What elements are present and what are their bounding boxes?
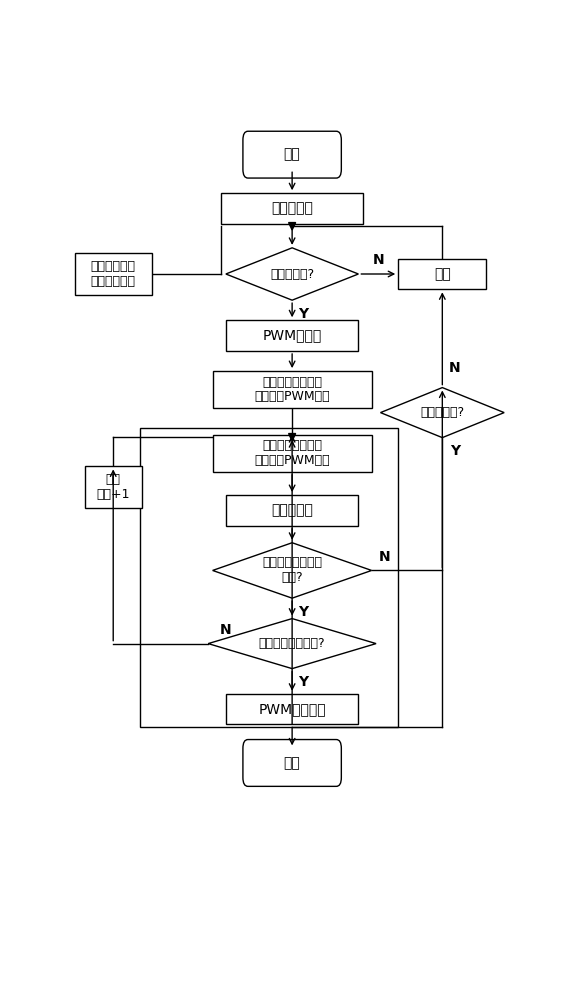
Text: N: N [372,253,384,267]
Bar [226,495,359,526]
Bar [398,259,486,289]
Text: 程序初始化: 程序初始化 [271,202,313,216]
Text: 按下结束键?: 按下结束键? [420,406,465,419]
Bar [140,428,398,727]
Text: 最后一个微波火力?: 最后一个微波火力? [259,637,325,650]
Polygon shape [213,543,372,598]
Text: 恒功率控制: 恒功率控制 [271,503,313,517]
Bar [213,371,372,408]
Bar [75,253,152,295]
Text: Y: Y [298,675,308,689]
Text: 微波火力组合
及其作用时间: 微波火力组合 及其作用时间 [91,260,136,288]
Text: PWM封锁信号: PWM封锁信号 [258,702,326,716]
Text: N: N [220,623,231,637]
Text: PWM初始化: PWM初始化 [263,329,321,343]
Text: 对应火力作用时间
结束?: 对应火力作用时间 结束? [262,556,322,584]
Bar [213,435,372,472]
Polygon shape [288,434,296,441]
Text: 查询每个火力的开
关频率及PWM信号: 查询每个火力的开 关频率及PWM信号 [254,375,330,403]
Text: 开始: 开始 [284,148,300,162]
Polygon shape [226,248,359,300]
FancyBboxPatch shape [243,740,341,786]
Bar [221,193,363,224]
Polygon shape [288,223,296,230]
Bar [226,320,359,351]
Text: 输出对应火力的开
关频率及PWM信号: 输出对应火力的开 关频率及PWM信号 [254,439,330,467]
Text: 待机: 待机 [434,267,451,281]
Text: Y: Y [450,444,460,458]
Text: Y: Y [298,605,308,619]
Text: N: N [379,550,390,564]
Text: 按下工作键?: 按下工作键? [270,267,314,280]
Text: N: N [449,361,461,375]
Polygon shape [381,388,504,438]
Polygon shape [208,619,376,669]
Bar [226,694,359,724]
Text: 微波
火力+1: 微波 火力+1 [96,473,130,501]
FancyBboxPatch shape [243,131,341,178]
Bar [84,466,142,508]
Text: 结束: 结束 [284,756,300,770]
Text: Y: Y [298,307,308,321]
